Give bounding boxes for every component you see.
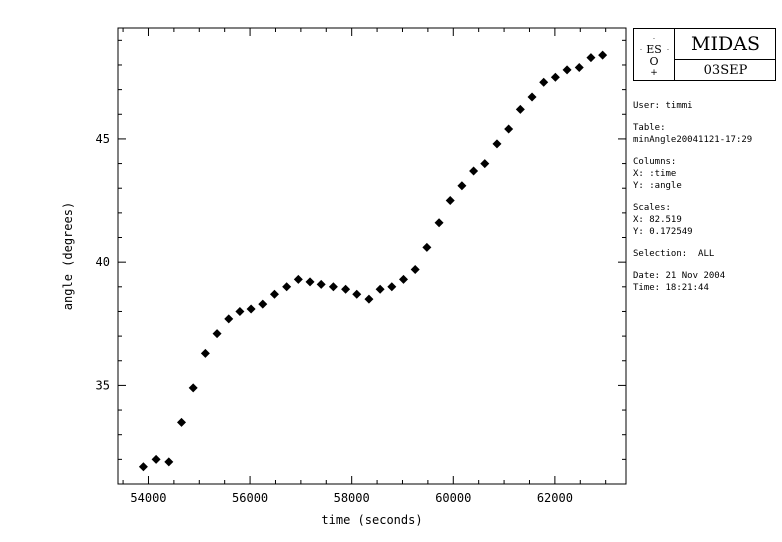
svg-text:+: +	[650, 68, 658, 78]
data-point	[258, 299, 268, 309]
data-point	[341, 284, 351, 294]
data-point	[387, 282, 397, 292]
data-point	[457, 181, 467, 191]
table-info: Table: minAngle20041121-17:29	[633, 122, 752, 146]
eso-logo-text: ES	[646, 43, 662, 56]
data-points	[138, 50, 608, 472]
data-point	[527, 92, 537, 102]
data-point	[375, 284, 385, 294]
x-tick-label: 62000	[537, 491, 573, 505]
info-panel: User: timmi Table: minAngle20041121-17:29…	[633, 100, 752, 304]
columns-label: Columns:	[633, 157, 677, 167]
x-tick-labels: 54000 56000 58000 60000 62000	[130, 491, 573, 505]
svg-text:·: ·	[667, 46, 669, 54]
midas-logo-box: ES O · · · + MIDAS 03SEP	[633, 28, 776, 81]
data-point	[235, 306, 245, 316]
x-tick-label: 58000	[334, 491, 370, 505]
data-point	[188, 383, 198, 393]
y-tick-label: 35	[96, 378, 110, 392]
data-point	[305, 277, 315, 287]
time-line: Time: 18:21:44	[633, 283, 709, 293]
scales-label: Scales:	[633, 203, 671, 213]
data-point	[398, 274, 408, 284]
data-point	[269, 289, 279, 299]
eso-logo: ES O · · · +	[640, 35, 669, 78]
datetime-info: Date: 21 Nov 2004 Time: 18:21:44	[633, 270, 752, 294]
svg-text:·: ·	[640, 46, 642, 54]
y-tick-label: 40	[96, 255, 110, 269]
date-line: Date: 21 Nov 2004	[633, 271, 726, 281]
data-point	[200, 348, 210, 358]
x-tick-label: 54000	[130, 491, 166, 505]
data-point	[539, 77, 549, 87]
data-point	[434, 218, 444, 228]
columns-info: Columns: X: :time Y: :angle	[633, 156, 752, 192]
data-point	[293, 274, 303, 284]
data-point	[504, 124, 514, 134]
data-point	[445, 196, 455, 206]
x-tick-label: 60000	[435, 491, 471, 505]
data-point	[550, 72, 560, 82]
axis-ticks	[118, 28, 626, 485]
scales-info: Scales: X: 82.519 Y: 0.172549	[633, 202, 752, 238]
data-point	[151, 454, 161, 464]
data-point	[574, 62, 584, 72]
data-point	[164, 457, 174, 467]
data-point	[422, 242, 432, 252]
column-y: Y: :angle	[633, 181, 682, 191]
data-point	[282, 282, 292, 292]
data-point	[586, 53, 596, 63]
midas-title: MIDAS	[691, 33, 760, 55]
plot-frame	[117, 27, 627, 485]
data-point	[352, 289, 362, 299]
y-axis-label: angle (degrees)	[61, 202, 75, 310]
data-point	[410, 265, 420, 275]
scale-x: X: 82.519	[633, 215, 682, 225]
data-point	[328, 282, 338, 292]
x-tick-label: 56000	[232, 491, 268, 505]
data-point	[492, 139, 502, 149]
y-tick-label: 45	[96, 132, 110, 146]
data-point	[364, 294, 374, 304]
user-line: User: timmi	[633, 101, 693, 111]
x-axis-label: time (seconds)	[321, 513, 422, 527]
scale-y: Y: 0.172549	[633, 227, 693, 237]
data-point	[469, 166, 479, 176]
data-point	[515, 104, 525, 114]
data-point	[316, 279, 326, 289]
table-name: minAngle20041121-17:29	[633, 135, 753, 145]
data-point	[598, 50, 608, 60]
svg-text:·: ·	[653, 35, 655, 43]
scatter-plot: 54000 56000 58000 60000 62000 35 40 45 time (s…	[61, 27, 627, 527]
eso-logo-sub: O	[649, 55, 658, 68]
data-point	[212, 329, 222, 339]
data-point	[177, 417, 186, 427]
data-point	[224, 314, 234, 324]
table-label: Table:	[633, 123, 666, 133]
data-point	[562, 65, 572, 75]
column-x: X: :time	[633, 169, 677, 179]
midas-date-code: 03SEP	[703, 63, 748, 78]
selection-line: Selection: ALL	[633, 249, 715, 259]
data-point	[480, 159, 490, 169]
y-tick-labels: 35 40 45	[96, 132, 110, 392]
data-point	[246, 304, 256, 314]
data-point	[138, 462, 148, 472]
